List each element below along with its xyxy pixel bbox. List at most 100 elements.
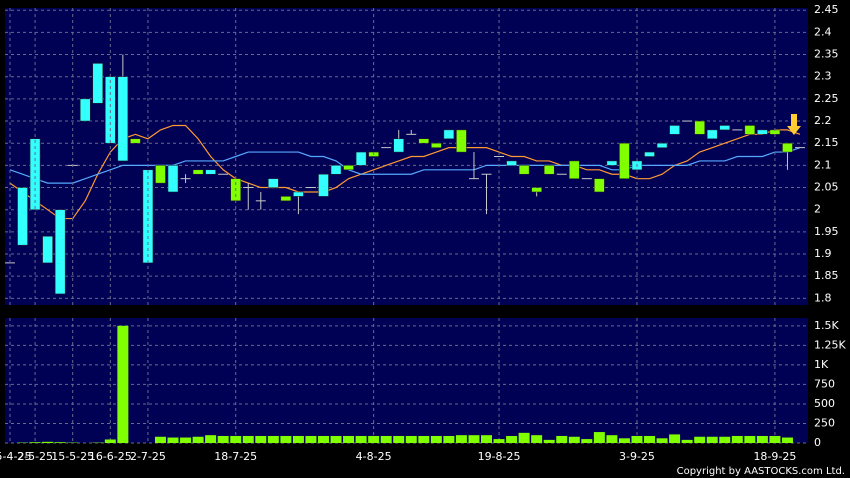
candle-body xyxy=(706,129,718,140)
volume-bar xyxy=(305,435,317,443)
y-tick-label: 2.2 xyxy=(814,114,832,127)
volume-bar xyxy=(506,435,518,443)
candle-body xyxy=(757,129,768,135)
y-tick-label: 2.15 xyxy=(814,136,839,149)
candle-body xyxy=(42,236,53,264)
y-tick-label: 2 xyxy=(814,203,821,216)
candle-body xyxy=(17,187,28,246)
x-tick-label: 15-4-25 xyxy=(0,450,31,463)
x-tick-label: 16-6-25 xyxy=(89,450,132,463)
plot-layer: 1.8 1.85 1.9 1.95 2 2.05 2.1 2.15 2.2 2.25 2.3 2.35… xyxy=(0,3,846,463)
candle-body xyxy=(719,125,731,131)
volume-bar xyxy=(781,437,793,443)
volume-bar xyxy=(230,435,242,443)
signal-arrow xyxy=(787,114,801,135)
y-tick-label: 2.4 xyxy=(814,25,832,38)
candle-body xyxy=(656,142,668,148)
volume-bar xyxy=(606,435,618,443)
candle-body xyxy=(393,138,404,153)
y-tick-label: 250 xyxy=(814,416,835,429)
volume-bar xyxy=(568,436,580,443)
volume-bar xyxy=(405,435,417,443)
volume-bar xyxy=(242,435,254,443)
volume-panel xyxy=(5,318,808,443)
candle-body xyxy=(355,151,367,166)
candle-body xyxy=(343,165,354,171)
candle-body xyxy=(606,160,618,166)
y-tick-label: 1.8 xyxy=(814,291,832,304)
volume-bar xyxy=(393,435,405,443)
price-panel xyxy=(5,8,808,305)
volume-bar xyxy=(644,435,656,443)
volume-bar xyxy=(468,435,480,443)
volume-bar xyxy=(531,435,543,443)
volume-bar xyxy=(493,439,505,443)
y-tick-label: 2.25 xyxy=(814,92,839,105)
volume-bar xyxy=(744,435,756,443)
candle-body xyxy=(205,169,216,175)
volume-bar xyxy=(355,435,367,443)
candle-body xyxy=(594,178,605,193)
candle-body xyxy=(29,138,41,210)
volume-bar xyxy=(719,436,731,443)
volume-bar xyxy=(518,432,530,443)
moving-average xyxy=(9,147,801,184)
candle-body xyxy=(506,160,517,166)
volume-bar xyxy=(430,435,442,443)
volume-bar xyxy=(180,437,192,443)
candle-body xyxy=(293,191,304,197)
volume-bar xyxy=(167,437,179,443)
candle-body xyxy=(443,129,455,140)
candle-body xyxy=(330,165,342,175)
y-tick-label: 500 xyxy=(814,397,835,410)
volume-bar xyxy=(292,435,304,443)
candle-body xyxy=(782,142,793,153)
volume-bar xyxy=(104,439,116,443)
volume-bar xyxy=(42,441,54,443)
candle-body xyxy=(543,165,555,175)
volume-bar xyxy=(681,439,693,443)
candle-body xyxy=(167,165,179,193)
volume-bar xyxy=(769,435,781,443)
volume-bar xyxy=(54,442,66,443)
volume-bar xyxy=(29,442,41,443)
candle-body xyxy=(268,178,279,188)
candle-body xyxy=(531,187,542,193)
y-tick-label: 2.05 xyxy=(814,181,839,194)
y-tick-label: 1.85 xyxy=(814,269,839,282)
volume-bar xyxy=(455,435,467,443)
x-tick-label: 3-9-25 xyxy=(619,450,655,463)
volume-bar xyxy=(343,435,355,443)
volume-bar xyxy=(280,435,292,443)
volume-bar xyxy=(443,435,455,443)
volume-bar xyxy=(368,435,380,443)
x-tick-label: 15-5-25 xyxy=(51,450,94,463)
candle-body xyxy=(644,151,655,157)
volume-bar xyxy=(481,435,493,443)
y-tick-label: 1.25K xyxy=(814,338,846,351)
candle-body xyxy=(130,138,141,144)
volume-bar xyxy=(556,435,568,443)
y-tick-label: 1.95 xyxy=(814,225,839,238)
volume-bar xyxy=(581,439,593,443)
candle-body xyxy=(569,160,580,179)
y-tick-label: 0 xyxy=(814,436,821,449)
volume-bar xyxy=(543,439,555,443)
volume-bar xyxy=(380,435,392,443)
volume-bar xyxy=(205,435,217,443)
x-tick-label: 4-8-25 xyxy=(356,450,392,463)
candle-body xyxy=(418,138,430,144)
y-tick-label: 2.3 xyxy=(814,70,832,83)
y-tick-label: 1.9 xyxy=(814,247,832,260)
candle-body xyxy=(669,125,680,135)
candle-body xyxy=(155,165,166,184)
candle-body xyxy=(518,165,530,175)
candle-body xyxy=(694,120,705,135)
volume-bar xyxy=(255,435,267,443)
volume-bar xyxy=(694,436,706,443)
volume-bar xyxy=(593,432,605,443)
y-tick-label: 2.35 xyxy=(814,48,839,61)
volume-bar xyxy=(267,435,279,443)
x-tick-label: 18-9-25 xyxy=(753,450,796,463)
